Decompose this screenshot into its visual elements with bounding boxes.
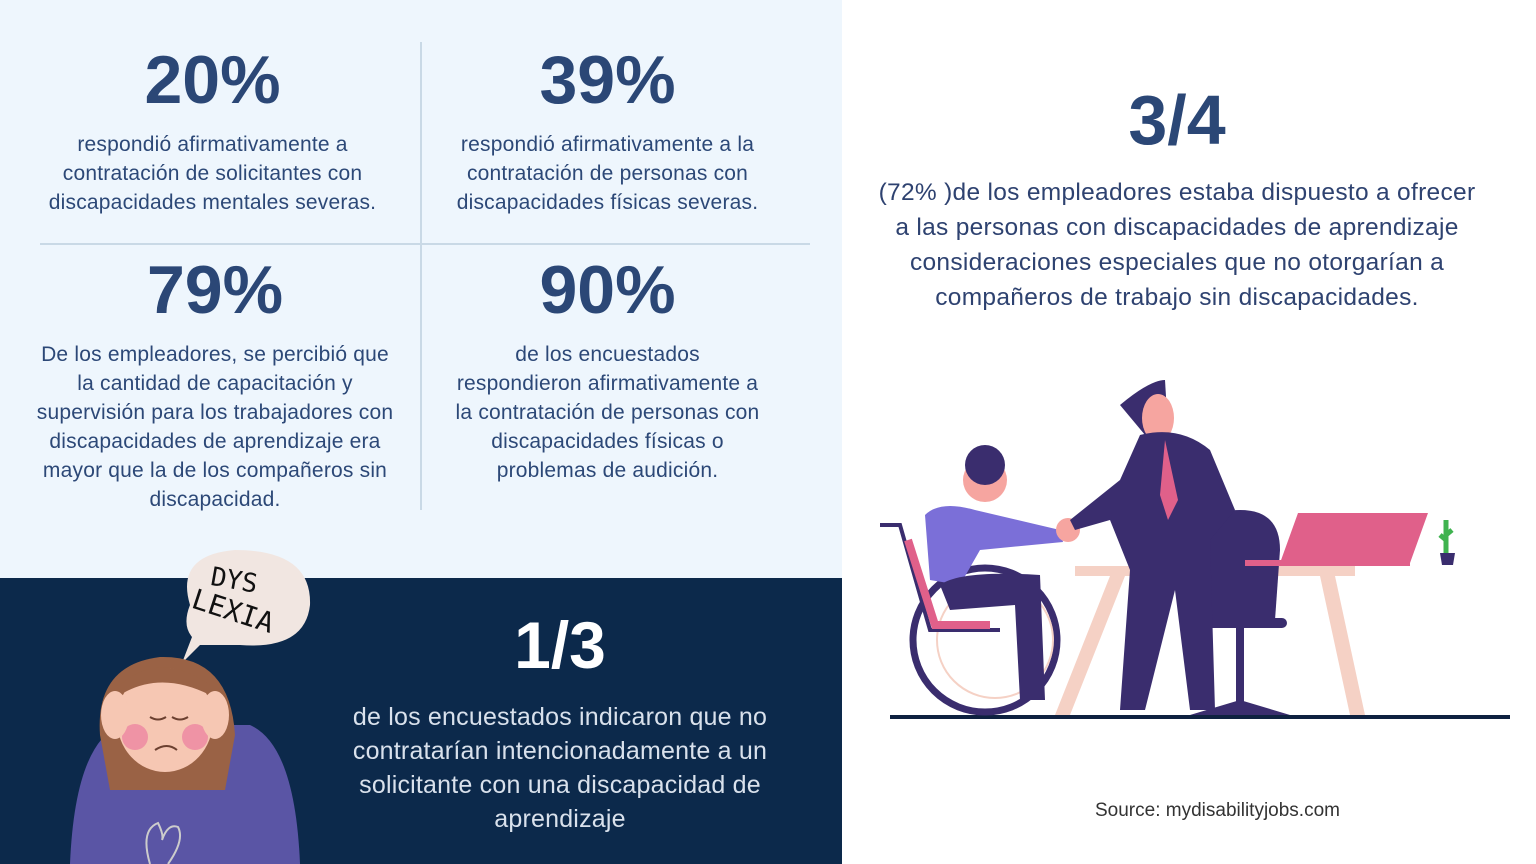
stat-text: respondió afirmativamente a contratación…: [48, 133, 377, 214]
stat-79: 79% De los empleadores, se percibió que …: [35, 256, 395, 514]
stat-value: 79%: [146, 252, 284, 328]
divider-vertical: [420, 42, 422, 510]
stat-value: 90%: [539, 252, 676, 328]
tie: [1160, 440, 1178, 520]
stat-text: (72% )de los empleadores estaba dispuest…: [878, 179, 1476, 311]
handshake-illustration: [880, 380, 1510, 719]
businessman: [1070, 432, 1235, 710]
stat-text: de los encuestados indicaron que no cont…: [352, 703, 768, 833]
stat-value: 3/4: [1128, 81, 1226, 159]
stat-value: 1/3: [514, 608, 606, 682]
source-credit: Source: mydisabilityjobs.com: [1095, 800, 1340, 821]
office-chair: [1200, 510, 1280, 620]
stat-text: de los encuestados respondieron afirmati…: [455, 343, 760, 482]
stat-text: De los empleadores, se percibió que la c…: [36, 343, 394, 511]
stat-39: 39% respondió afirmativamente a la contr…: [440, 46, 775, 217]
stat-value: 39%: [539, 42, 676, 118]
laptop-icon: [1280, 513, 1428, 563]
stat-20: 20% respondió afirmativamente a contrata…: [35, 46, 390, 217]
stat-value: 20%: [144, 42, 281, 118]
stat-one-third: 1/3 de los encuestados indicaron que no …: [320, 612, 800, 836]
employers-panel: [842, 0, 1536, 864]
cactus-icon: [1438, 520, 1454, 553]
dyslexia-girl-illustration: DYS LEXIA: [70, 550, 311, 864]
divider-horizontal: [40, 243, 810, 245]
stat-90: 90% de los encuestados respondieron afir…: [455, 256, 760, 485]
speech-bubble-icon: [182, 550, 311, 663]
stat-three-quarters: 3/4 (72% )de los empleadores estaba disp…: [872, 85, 1482, 315]
stat-text: respondió afirmativamente a la contratac…: [456, 133, 759, 214]
wheelchair: [909, 564, 1061, 716]
